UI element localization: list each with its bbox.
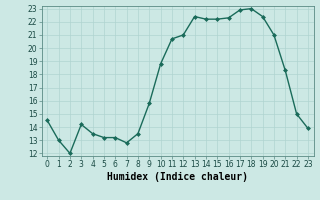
X-axis label: Humidex (Indice chaleur): Humidex (Indice chaleur) [107,172,248,182]
